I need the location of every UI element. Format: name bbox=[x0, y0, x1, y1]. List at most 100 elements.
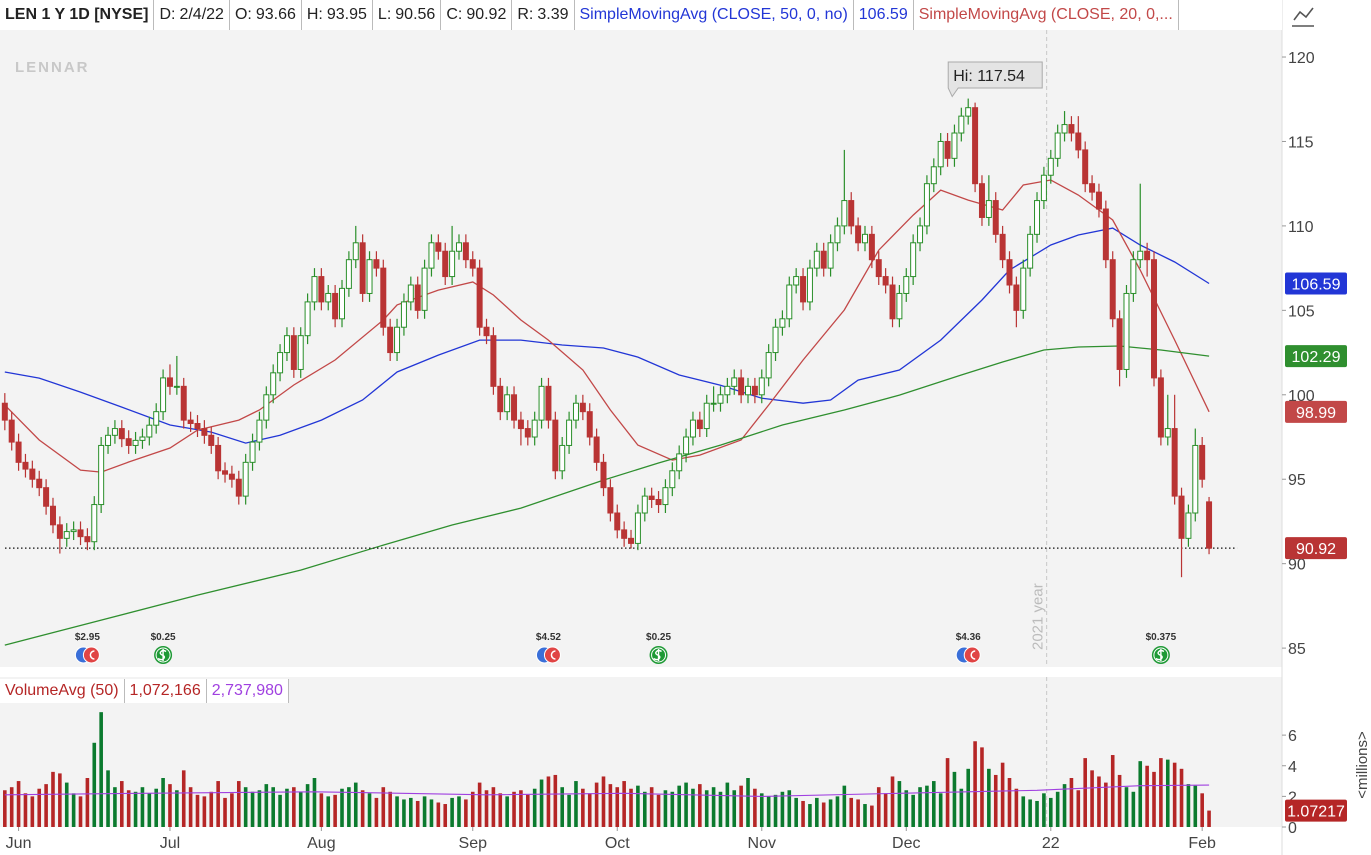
candle-body bbox=[414, 284, 421, 311]
volume-bar bbox=[670, 791, 675, 827]
volume-bar bbox=[828, 799, 833, 827]
volume-bar bbox=[663, 790, 668, 827]
volume-bar bbox=[718, 791, 723, 827]
candle-body bbox=[187, 419, 194, 424]
volume-bar bbox=[1110, 755, 1115, 827]
indicator-value-cell: 106.59 bbox=[854, 0, 914, 30]
volume-bar bbox=[154, 788, 159, 827]
candle-body bbox=[992, 200, 999, 235]
x-tick-label: Aug bbox=[307, 835, 335, 852]
volume-bar bbox=[1117, 774, 1122, 827]
candle-body bbox=[1095, 191, 1102, 210]
volume-bar bbox=[1083, 758, 1087, 827]
volume-bar bbox=[292, 787, 296, 827]
candle-body bbox=[132, 439, 139, 446]
y-tick-label: 90 bbox=[1288, 557, 1306, 574]
candle-body bbox=[77, 529, 84, 538]
candle-body bbox=[339, 287, 346, 320]
indicator-name: SimpleMovingAvg (CLOSE, 50, 0, no) bbox=[579, 6, 848, 23]
volume-bar bbox=[938, 793, 943, 827]
volume-bar bbox=[532, 788, 537, 827]
candle-body bbox=[290, 335, 297, 370]
event-label: $4.52 bbox=[536, 632, 561, 643]
indicator-legend: SimpleMovingAvg (CLOSE, 20, 0,... bbox=[914, 0, 1179, 30]
volume-bar bbox=[739, 785, 743, 827]
volume-bar bbox=[1000, 762, 1005, 827]
earnings-icon bbox=[543, 646, 561, 664]
volume-bar bbox=[876, 787, 881, 827]
candle-body bbox=[449, 250, 456, 278]
volume-value: 1,072,166 bbox=[129, 682, 201, 699]
candle-body bbox=[283, 335, 290, 354]
volume-bar bbox=[422, 796, 427, 827]
volume-bar bbox=[505, 796, 509, 827]
earnings-icon bbox=[963, 646, 981, 664]
event-label: $4.36 bbox=[956, 632, 981, 643]
volume-bar bbox=[1042, 793, 1046, 827]
candle-body bbox=[208, 434, 215, 446]
candle-body bbox=[813, 250, 820, 269]
volume-bar bbox=[1131, 791, 1136, 827]
candle-body bbox=[70, 529, 77, 533]
candle-body bbox=[504, 394, 511, 413]
candle-body bbox=[566, 419, 573, 446]
chart-style-icon[interactable] bbox=[1292, 7, 1314, 27]
volume-bar bbox=[58, 773, 62, 827]
volume-bar bbox=[498, 793, 503, 827]
volume-bar bbox=[181, 770, 186, 827]
volume-bar bbox=[140, 787, 145, 827]
candle-body bbox=[1034, 200, 1041, 235]
y-tick-label: 0 bbox=[1288, 820, 1297, 837]
candle-body bbox=[800, 276, 807, 303]
x-tick-label: Dec bbox=[892, 835, 920, 852]
dividend-icon bbox=[1153, 647, 1169, 663]
volume-bar bbox=[470, 791, 475, 827]
volume-bar bbox=[904, 790, 909, 827]
volume-bar bbox=[587, 793, 592, 827]
candle-body bbox=[1, 402, 8, 421]
volume-bar bbox=[1104, 782, 1108, 827]
quote-value: 90.56 bbox=[395, 6, 436, 23]
event-label: $0.25 bbox=[151, 632, 176, 643]
volume-bar bbox=[1007, 778, 1012, 827]
candle-body bbox=[538, 385, 545, 421]
volume-bar bbox=[519, 790, 523, 827]
volume-bar bbox=[298, 791, 303, 827]
volume-bar bbox=[71, 793, 76, 827]
annotation-callout bbox=[947, 61, 1043, 98]
volume-avg-cell: 2,737,980 bbox=[207, 679, 289, 703]
candle-body bbox=[421, 267, 428, 311]
quote-label: C: bbox=[446, 6, 463, 23]
candle-body bbox=[1185, 512, 1192, 539]
dividend-icon-glyph bbox=[653, 649, 662, 661]
candle-body bbox=[400, 301, 407, 328]
candle-body bbox=[738, 377, 745, 396]
volume-bar bbox=[402, 799, 406, 827]
indicator-value-box-label: 98.99 bbox=[1296, 405, 1336, 422]
candle-body bbox=[435, 242, 442, 252]
indicator-value-box-label: 106.59 bbox=[1292, 276, 1341, 293]
candle-body bbox=[868, 233, 875, 261]
y-tick-label: 85 bbox=[1288, 641, 1306, 658]
volume-bar bbox=[250, 791, 255, 827]
earnings-icon bbox=[82, 646, 100, 664]
candle-body bbox=[15, 441, 22, 463]
volume-bar bbox=[952, 771, 957, 827]
candle-body bbox=[359, 242, 366, 294]
volume-bar bbox=[746, 778, 750, 827]
candle-body bbox=[1171, 428, 1178, 497]
volume-bar bbox=[360, 790, 365, 827]
candle-body bbox=[469, 259, 476, 269]
earnings-icon-glyph bbox=[89, 650, 95, 660]
quote-cell: C: 90.92 bbox=[441, 0, 513, 30]
dividend-icon-glyph bbox=[157, 649, 167, 661]
candle-body bbox=[786, 284, 793, 320]
volume-bar bbox=[161, 778, 165, 827]
volume-bar bbox=[367, 793, 372, 827]
volume-bar bbox=[966, 768, 971, 827]
volume-bar bbox=[594, 782, 599, 827]
candle-body bbox=[36, 478, 43, 489]
volume-bar bbox=[849, 797, 854, 827]
volume-bar bbox=[113, 787, 117, 827]
candle-body bbox=[1192, 444, 1199, 514]
